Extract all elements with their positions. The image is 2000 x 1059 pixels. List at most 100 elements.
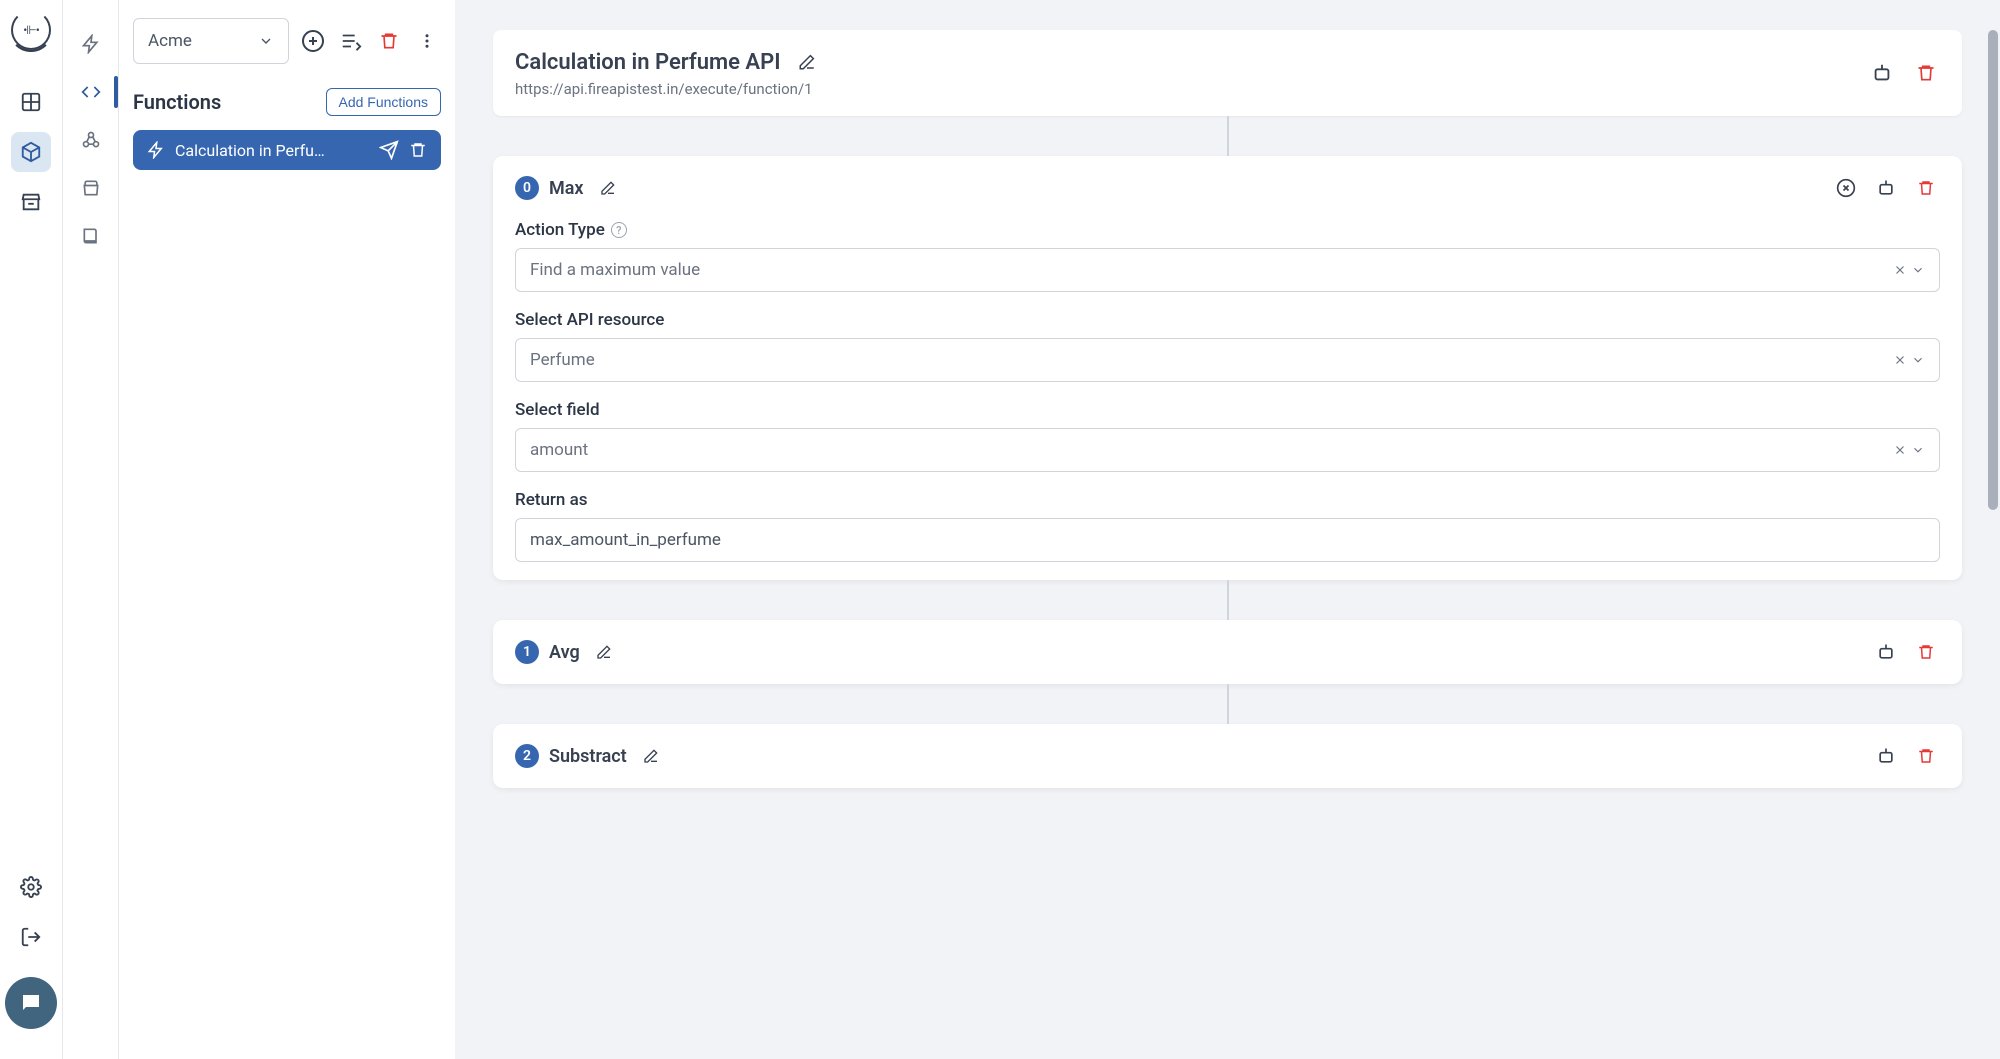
step-title: Avg (549, 642, 580, 663)
resource-label: Select API resource (515, 310, 1940, 330)
step-card-2[interactable]: 2 Substract (493, 724, 1962, 788)
chevron-down-icon (1911, 263, 1925, 277)
edit-step-button[interactable] (637, 742, 665, 770)
resource-value: Perfume (530, 350, 595, 370)
pencil-icon (643, 748, 659, 764)
robot-icon (1876, 642, 1896, 662)
subnav-webhooks[interactable] (63, 116, 118, 164)
gear-icon (20, 876, 42, 898)
book-icon (81, 226, 101, 246)
action-type-label: Action Type ? (515, 220, 1940, 240)
chevron-down-icon (258, 33, 274, 49)
function-title-row: Calculation in Perfume API (515, 48, 1868, 76)
nav-store[interactable] (11, 182, 51, 222)
subnav-triggers[interactable] (63, 20, 118, 68)
close-circle-icon (1836, 178, 1856, 198)
help-icon[interactable]: ? (611, 222, 627, 238)
add-functions-button[interactable]: Add Functions (326, 88, 442, 116)
robot-step-button[interactable] (1872, 742, 1900, 770)
run-function-button[interactable] (379, 140, 399, 160)
edit-title-button[interactable] (793, 48, 821, 76)
edit-step-button[interactable] (590, 638, 618, 666)
step-body-0: Action Type ? Find a maximum value (515, 220, 1940, 562)
app-root: •⊩• (0, 0, 2000, 1059)
function-title: Calculation in Perfume API (515, 50, 781, 75)
nav-settings[interactable] (11, 867, 51, 907)
return-label: Return as (515, 490, 1940, 510)
grid-icon (20, 91, 42, 113)
nav-dashboard[interactable] (11, 82, 51, 122)
nav-logout[interactable] (11, 917, 51, 957)
panel-header: Functions Add Functions (133, 88, 441, 116)
main-content: Calculation in Perfume API https://api.f… (455, 0, 2000, 1059)
delete-header-button[interactable] (1912, 59, 1940, 87)
chat-button[interactable] (5, 977, 57, 1029)
nav-functions[interactable] (11, 132, 51, 172)
connector-line (1227, 684, 1229, 724)
delete-function-button[interactable] (409, 141, 427, 159)
more-vertical-icon (418, 32, 436, 50)
step-index-badge: 0 (515, 176, 539, 200)
edit-step-button[interactable] (594, 174, 622, 202)
robot-icon (1876, 746, 1896, 766)
cancel-step-button[interactable] (1832, 174, 1860, 202)
more-menu-button[interactable] (413, 27, 441, 55)
trash-icon (379, 31, 399, 51)
robot-step-button[interactable] (1872, 638, 1900, 666)
clear-icon[interactable] (1893, 353, 1907, 367)
field-select[interactable]: amount (515, 428, 1940, 472)
clear-icon[interactable] (1893, 443, 1907, 457)
action-type-select[interactable]: Find a maximum value (515, 248, 1940, 292)
plus-circle-icon (301, 29, 325, 53)
robot-step-button[interactable] (1872, 174, 1900, 202)
delete-step-button[interactable] (1912, 742, 1940, 770)
step-header-0: 0 Max (515, 174, 1940, 202)
field-value: amount (530, 440, 588, 460)
trash-icon (409, 141, 427, 159)
code-icon (81, 82, 101, 102)
functions-panel: Acme Functions Add Functions Calculation… (119, 0, 455, 1059)
robot-icon (1876, 178, 1896, 198)
resource-select[interactable]: Perfume (515, 338, 1940, 382)
function-header-card: Calculation in Perfume API https://api.f… (493, 30, 1962, 116)
function-item-label: Calculation in Perfu… (175, 141, 369, 160)
main-scroll[interactable]: Calculation in Perfume API https://api.f… (455, 0, 2000, 1059)
header-actions (1868, 59, 1940, 87)
scrollbar-thumb[interactable] (1988, 30, 1998, 510)
robot-icon (1871, 62, 1893, 84)
connector-line (1227, 580, 1229, 620)
clear-icon[interactable] (1893, 263, 1907, 277)
app-logo[interactable]: •⊩• (11, 10, 51, 50)
delete-project-button[interactable] (375, 27, 403, 55)
lightning-icon (147, 141, 165, 159)
step-card-0: 0 Max (493, 156, 1962, 580)
step-card-1[interactable]: 1 Avg (493, 620, 1962, 684)
webhook-icon (81, 130, 101, 150)
subnav-docs[interactable] (63, 212, 118, 260)
add-circle-button[interactable] (299, 27, 327, 55)
field-group: Select field amount (515, 400, 1940, 472)
delete-step-button[interactable] (1912, 638, 1940, 666)
pencil-icon (798, 53, 816, 71)
delete-step-button[interactable] (1912, 174, 1940, 202)
chevron-down-icon (1911, 353, 1925, 367)
project-name: Acme (148, 31, 192, 51)
step-title: Max (549, 178, 584, 199)
function-list-item[interactable]: Calculation in Perfu… (133, 130, 441, 170)
return-input[interactable]: max_amount_in_perfume (515, 518, 1940, 562)
edit-list-button[interactable] (337, 27, 365, 55)
shop-icon (81, 178, 101, 198)
cube-icon (20, 141, 42, 163)
primary-nav-rail: •⊩• (0, 0, 63, 1059)
return-value: max_amount_in_perfume (530, 530, 721, 550)
secondary-nav-rail (63, 0, 119, 1059)
subnav-marketplace[interactable] (63, 164, 118, 212)
trash-icon (1917, 747, 1935, 765)
chevron-down-icon (1911, 443, 1925, 457)
project-selector[interactable]: Acme (133, 18, 289, 64)
field-label: Select field (515, 400, 1940, 420)
pencil-icon (600, 180, 616, 196)
return-group: Return as max_amount_in_perfume (515, 490, 1940, 562)
subnav-code[interactable] (63, 68, 118, 116)
robot-button[interactable] (1868, 59, 1896, 87)
